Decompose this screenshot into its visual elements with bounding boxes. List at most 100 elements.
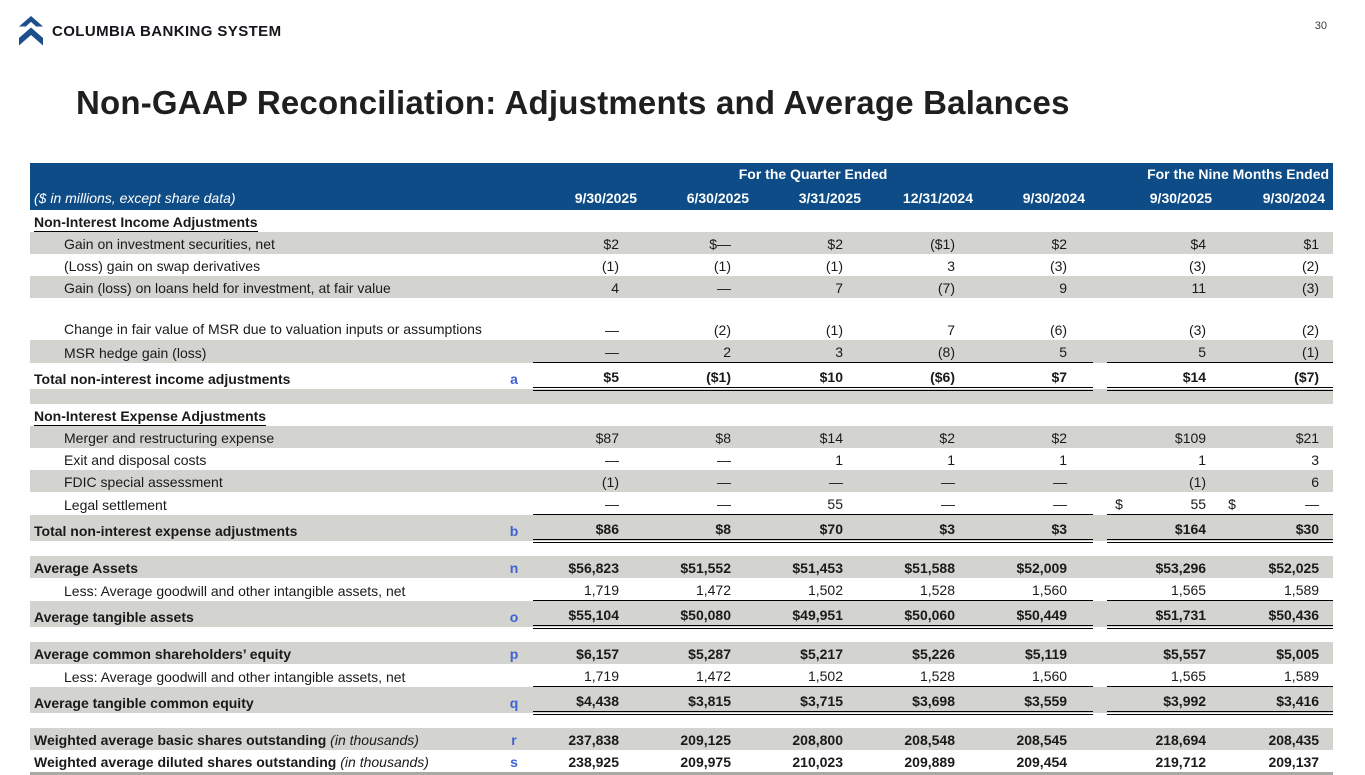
value-cell: 237,838 [533,728,645,750]
value-cell: ($7) [1220,362,1334,391]
row-label: Legal settlement [64,496,167,513]
value-cell: — [605,496,619,512]
footnote-letter: s [495,750,533,775]
group-gap-cell [1093,276,1108,298]
value-cell: $8 [645,426,757,448]
spacer-row [30,389,1334,404]
table-header: For the Quarter Ended For the Nine Month… [30,163,1334,210]
value-cell: 209,454 [981,750,1094,775]
spacer-cell [30,627,1333,642]
spacer-row [30,713,1333,728]
value-cell: 209,137 [1220,750,1334,775]
value-cell: $87 [533,426,645,448]
value-cell: 6 [1220,470,1334,492]
table-row: Non-Interest Expense Adjustments [30,404,1333,426]
value-cell: $7 [981,362,1094,391]
value-cell: 209,889 [869,750,981,775]
value-cell: $51,453 [757,556,869,578]
value-cell: 3 [1311,452,1320,468]
group-gap-cell [1093,686,1108,713]
row-label: Gain on investment securities, net [30,232,495,254]
value-cell: 208,800 [757,728,869,750]
value-cell: 5 [1107,340,1221,363]
value-cell: 1 [1198,452,1207,468]
value-cell: — [869,470,981,492]
value-cell: 4 [533,276,645,298]
row-label: FDIC special assessment [30,470,495,492]
value-cell: $3,815 [645,686,757,715]
value-cell: $3,416 [1220,686,1334,715]
header-gap [1093,184,1108,210]
group-gap-cell [1093,340,1108,363]
row-label: Average common shareholders’ equity [30,642,495,664]
value-cell: 209,125 [645,728,757,750]
group-gap-cell [1093,298,1107,340]
value-cell: $55,104 [533,600,645,629]
double-chevron-up-icon [18,16,44,46]
value-cell: $5,119 [981,642,1094,664]
row-label: Total non-interest income adjustments [34,371,291,387]
value-cell: (1) [825,258,843,274]
value-cell: $5,287 [645,642,757,664]
group-gap-cell [1093,642,1108,664]
group-gap-cell [1093,750,1108,775]
spacer-cell [30,389,1334,404]
value-cell: — [533,340,645,363]
value-cell: $70 [757,514,869,543]
value-cell: — [941,496,955,512]
group-gap-cell [1093,600,1108,627]
value-cell: 208,545 [981,728,1094,750]
table-row: Gain on investment securities, net $2 $— $2… [30,232,1334,254]
value-cell: — [1053,496,1068,512]
value-cell: $4,438 [533,686,645,715]
value-cell: — [717,496,731,512]
column-header: 9/30/2025 [1107,184,1221,210]
value-cell: $5,005 [1220,642,1334,664]
reconciliation-table: For the Quarter Ended For the Nine Month… [30,163,1334,775]
value-cell: (3) [1188,322,1207,338]
group-gap-cell [1093,728,1108,750]
row-label: Merger and restructuring expense [30,426,495,448]
dollar-sign: $ [1228,496,1236,512]
slide-title: Non-GAAP Reconciliation: Adjustments and… [76,84,1070,121]
value-cell: — [757,470,869,492]
section-heading-cell: Non-Interest Expense Adjustments [30,404,1333,426]
value-cell: 1,472 [695,668,731,684]
value-cell: 1,719 [583,582,619,598]
table-row: Gain (loss) on loans held for investment… [30,276,1334,298]
value-cell: 1,528 [919,582,955,598]
value-cell: 238,925 [533,750,645,775]
value-cell: (1) [713,258,731,274]
value-cell: $49,951 [757,600,869,629]
value-cell: $2 [757,232,869,254]
table-row: Average tangible assets o $55,104 $50,080 $4… [30,600,1334,629]
value-cell: 1,560 [1032,668,1068,684]
value-cell: $30 [1220,514,1334,543]
row-label: Change in fair value of MSR due to valua… [64,321,482,338]
row-label-suffix: (in thousands) [326,732,419,748]
value-cell: $21 [1220,426,1334,448]
value-cell: 1,565 [1171,582,1207,598]
group-gap-cell [1093,514,1108,541]
row-label-suffix: (in thousands) [336,754,429,770]
value-cell: $50,060 [869,600,981,629]
value-cell: 219,712 [1107,750,1221,775]
group-gap-cell [1093,578,1107,601]
row-label: Average tangible assets [30,600,495,627]
value-cell: $3,715 [757,686,869,715]
table-row: Exit and disposal costs — — 1 1 1 1 3 [30,448,1333,470]
table-row: MSR hedge gain (loss) —2 3 (8) 5 5 (1) [30,340,1334,363]
value-cell: (3) [1188,258,1207,274]
footnote-letter [495,340,533,363]
value-cell: (1) [533,470,645,492]
group-gap-cell [1093,556,1108,578]
group-gap-cell [1093,448,1107,470]
row-label: Total non-interest expense adjustments [30,514,495,541]
row-label: Weighted average diluted shares outstand… [30,750,495,775]
footnote-letter: p [495,642,533,664]
table-row: Total non-interest income adjustments a $5… [30,362,1334,391]
value-cell: $86 [533,514,645,543]
value-cell: — [645,470,757,492]
value-cell: $53,296 [1107,556,1221,578]
table-caption: ($ in millions, except share data) [30,184,495,210]
